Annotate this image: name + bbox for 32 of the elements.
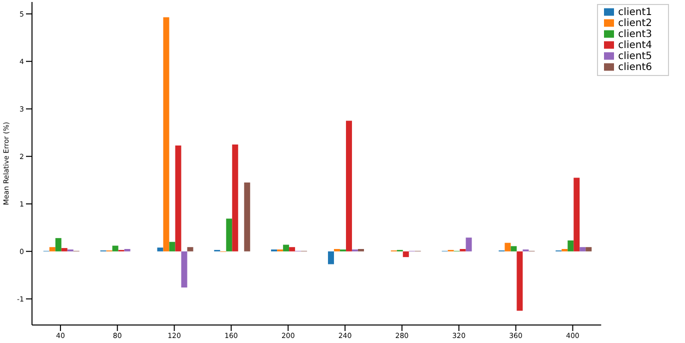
- legend-label: client6: [618, 62, 652, 73]
- legend-label: client2: [618, 18, 652, 29]
- bar: [226, 218, 232, 252]
- bar: [402, 251, 409, 258]
- bar: [574, 178, 580, 252]
- bar: [244, 182, 250, 252]
- bar: [504, 242, 511, 252]
- bar: [169, 242, 176, 252]
- bar: [568, 240, 574, 252]
- bar: [510, 246, 517, 252]
- bar: [163, 17, 170, 252]
- bar: [289, 247, 296, 252]
- bar: [586, 247, 592, 252]
- bar: [346, 120, 352, 252]
- bar: [49, 247, 56, 252]
- legend-label: client1: [618, 7, 652, 18]
- bar: [516, 251, 523, 311]
- bar: [55, 238, 62, 252]
- bar: [328, 251, 334, 264]
- bar: [283, 244, 290, 252]
- bar: [187, 247, 194, 252]
- bar: [61, 248, 68, 252]
- bar: [181, 251, 188, 288]
- legend-label: client3: [618, 29, 652, 40]
- bar: [232, 144, 238, 252]
- legend-label: client4: [618, 40, 652, 51]
- bar: [580, 247, 586, 252]
- legend-label: client5: [618, 51, 652, 62]
- bar: [157, 248, 164, 252]
- bar: [112, 246, 118, 252]
- bar: [466, 238, 472, 252]
- bar: [175, 145, 182, 252]
